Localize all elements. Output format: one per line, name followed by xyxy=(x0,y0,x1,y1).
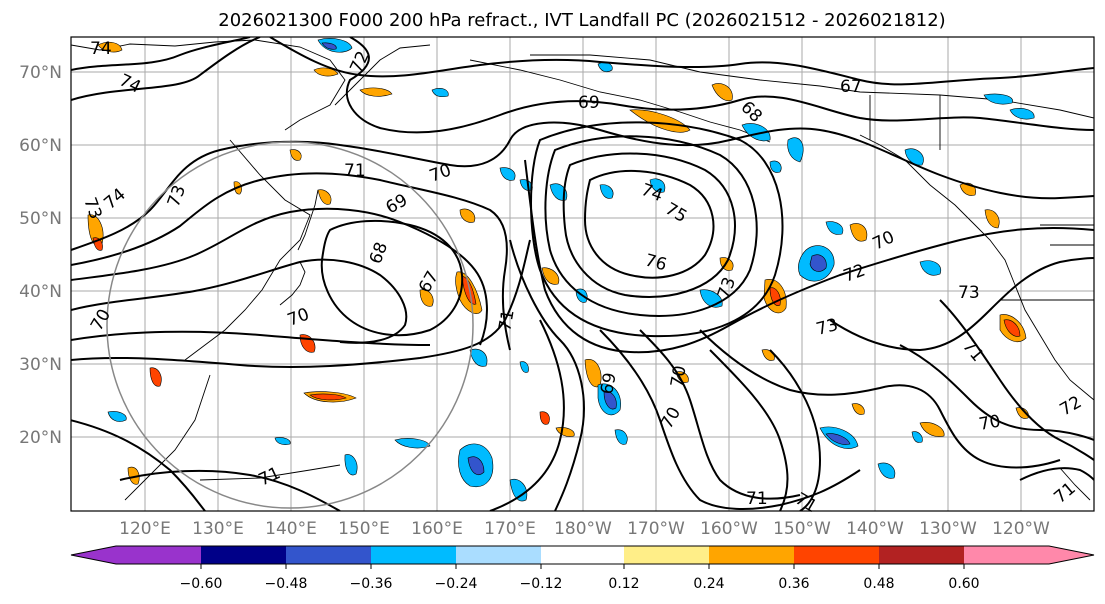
lon-label: 130°E xyxy=(192,519,244,539)
colorbar-cell xyxy=(879,546,964,564)
colorbar-tick-label: 0.48 xyxy=(863,576,894,592)
lat-label: 20°N xyxy=(19,428,62,448)
colorbar-cell xyxy=(201,546,286,564)
latitude-labels: 70°N 60°N 50°N 40°N 30°N 20°N xyxy=(19,63,62,448)
lat-label: 50°N xyxy=(19,209,62,229)
lon-label: 120°E xyxy=(119,519,171,539)
colorbar-cell xyxy=(624,546,709,564)
contour-label: 71 xyxy=(495,308,518,333)
colorbar-tick-label: −0.48 xyxy=(265,576,308,592)
lat-label: 40°N xyxy=(19,282,62,302)
contour-label: 71 xyxy=(746,489,768,509)
lon-label: 170°W xyxy=(627,519,685,539)
colorbar-outline xyxy=(70,545,1095,565)
lon-label: 140°E xyxy=(265,519,317,539)
colorbar-cell xyxy=(709,546,794,564)
colorbar-cell xyxy=(286,546,371,564)
contour-label: 70 xyxy=(977,411,1002,434)
lon-label: 160°W xyxy=(700,519,758,539)
contour-label: 73 xyxy=(958,283,980,303)
colorbar-tick-label: −0.24 xyxy=(435,576,478,592)
colorbar-tick-label: 0.12 xyxy=(608,576,639,592)
contour-label: 67 xyxy=(840,77,862,97)
colorbar-cell xyxy=(541,546,624,564)
colorbar-cell xyxy=(456,546,541,564)
contour-lines xyxy=(71,37,1094,511)
colorbar-tick-label: 0.60 xyxy=(948,576,979,592)
longitude-labels: 120°E 130°E 140°E 150°E 160°E 170°E 180°… xyxy=(119,519,1050,539)
contour-label: 70 xyxy=(667,364,690,389)
coastlines xyxy=(71,39,1094,501)
colorbar-ticks xyxy=(200,564,965,569)
colorbar-tick-label: −0.60 xyxy=(180,576,223,592)
map-title: 2026021300 F000 200 hPa refract., IVT La… xyxy=(218,10,945,31)
lat-label: 60°N xyxy=(19,136,62,156)
contour-label: 69 xyxy=(597,371,620,396)
colorbar: −0.60 −0.48 −0.36 −0.24 −0.12 0.12 0.24 … xyxy=(70,545,1095,592)
colorbar-tick-label: 0.24 xyxy=(693,576,724,592)
lon-label: 150°W xyxy=(773,519,831,539)
colorbar-tick-label: −0.12 xyxy=(520,576,563,592)
colorbar-cell xyxy=(71,546,201,564)
colorbar-cell xyxy=(371,546,456,564)
lon-label: 140°W xyxy=(846,519,904,539)
lon-label: 150°E xyxy=(338,519,390,539)
lon-label: 180°W xyxy=(554,519,612,539)
projection-circle xyxy=(106,141,474,509)
lat-lon-grid xyxy=(71,37,1094,511)
contour-label: 74 xyxy=(90,39,112,59)
colorbar-tick-label: 0.36 xyxy=(778,576,809,592)
lon-label: 120°W xyxy=(992,519,1050,539)
contour-label: 69 xyxy=(578,93,600,113)
lon-label: 160°E xyxy=(411,519,463,539)
colorbar-cell xyxy=(794,546,879,564)
lat-label: 30°N xyxy=(19,355,62,375)
colorbar-cell xyxy=(964,546,1094,564)
lat-label: 70°N xyxy=(19,63,62,83)
contour-label: 71 xyxy=(344,161,366,181)
lon-label: 170°E xyxy=(484,519,536,539)
colorbar-tick-label: −0.36 xyxy=(350,576,393,592)
lon-label: 130°W xyxy=(919,519,977,539)
map-frame xyxy=(70,36,1095,512)
